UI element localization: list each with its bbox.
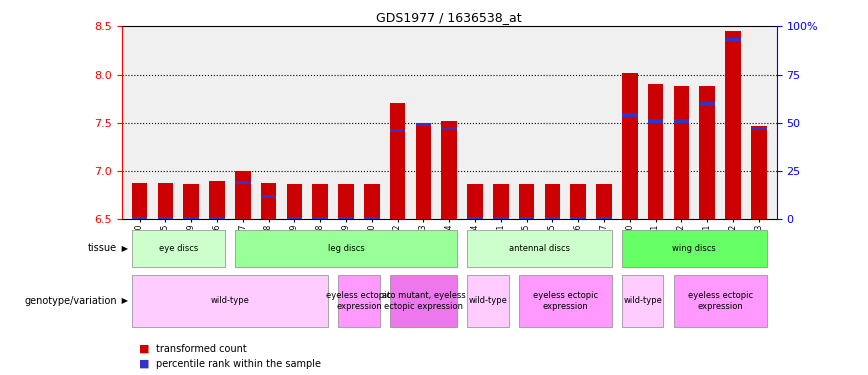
Bar (132, 217, 148, 220)
Text: ■: ■ (139, 359, 149, 369)
Text: GDS1977 / 1636538_at: GDS1977 / 1636538_at (377, 11, 522, 24)
Bar (622, 73, 637, 219)
Bar (183, 184, 199, 219)
Bar (467, 230, 612, 267)
Bar (674, 275, 766, 327)
Bar (519, 275, 612, 327)
Bar (622, 113, 637, 117)
Text: ■: ■ (139, 344, 149, 354)
Text: transformed count: transformed count (156, 344, 247, 354)
Bar (467, 184, 483, 219)
Text: leg discs: leg discs (327, 244, 365, 253)
Bar (390, 275, 457, 327)
Text: wild-type: wild-type (623, 296, 662, 305)
Bar (364, 217, 379, 220)
Bar (132, 183, 148, 219)
Bar (416, 123, 431, 126)
Bar (312, 217, 328, 220)
Text: ato mutant, eyeless
ectopic expression: ato mutant, eyeless ectopic expression (382, 291, 465, 310)
Bar (622, 230, 766, 267)
Bar (648, 119, 663, 123)
Text: genotype/variation: genotype/variation (24, 296, 117, 306)
Bar (570, 184, 586, 219)
Bar (442, 127, 457, 130)
Bar (390, 129, 405, 132)
Bar (286, 184, 302, 219)
Bar (467, 217, 483, 220)
Bar (648, 84, 663, 219)
Bar (390, 104, 405, 219)
Bar (339, 217, 354, 220)
Bar (622, 275, 663, 327)
Text: ▶: ▶ (119, 296, 128, 305)
Bar (544, 217, 560, 220)
Text: wing discs: wing discs (673, 244, 716, 253)
Text: percentile rank within the sample: percentile rank within the sample (156, 359, 321, 369)
Bar (339, 275, 379, 327)
Text: antennal discs: antennal discs (509, 244, 570, 253)
Text: eyeless ectopic
expression: eyeless ectopic expression (326, 291, 391, 310)
Bar (467, 275, 509, 327)
Bar (570, 217, 586, 220)
Bar (261, 195, 276, 198)
Bar (132, 230, 225, 267)
Text: wild-type: wild-type (210, 296, 249, 305)
Bar (751, 126, 766, 219)
Bar (519, 184, 535, 219)
Bar (726, 38, 740, 42)
Bar (726, 31, 740, 219)
Bar (183, 217, 199, 220)
Bar (442, 121, 457, 219)
Text: eyeless ectopic
expression: eyeless ectopic expression (687, 291, 753, 310)
Bar (286, 217, 302, 220)
Bar (158, 217, 173, 220)
Bar (544, 184, 560, 219)
Bar (235, 230, 457, 267)
Bar (235, 181, 251, 184)
Bar (596, 217, 612, 220)
Text: tissue: tissue (88, 243, 117, 254)
Bar (312, 184, 328, 219)
Bar (132, 275, 328, 327)
Bar (158, 183, 173, 219)
Bar (364, 184, 379, 219)
Bar (700, 86, 715, 219)
Text: eyeless ectopic
expression: eyeless ectopic expression (533, 291, 598, 310)
Bar (674, 86, 689, 219)
Bar (493, 217, 509, 220)
Bar (209, 217, 225, 220)
Bar (519, 217, 535, 220)
Bar (261, 183, 276, 219)
Text: ▶: ▶ (119, 244, 128, 253)
Bar (416, 123, 431, 219)
Text: eye discs: eye discs (159, 244, 198, 253)
Bar (674, 119, 689, 123)
Bar (700, 102, 715, 105)
Bar (596, 184, 612, 219)
Bar (493, 184, 509, 219)
Bar (339, 184, 354, 219)
Bar (235, 171, 251, 219)
Text: wild-type: wild-type (469, 296, 507, 305)
Bar (209, 181, 225, 219)
Bar (751, 127, 766, 130)
